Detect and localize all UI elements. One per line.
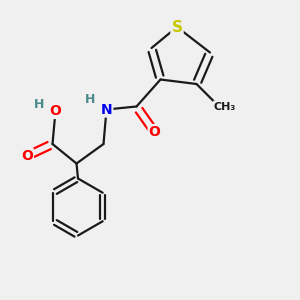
Text: O: O: [21, 149, 33, 163]
Text: H: H: [34, 98, 44, 112]
Text: O: O: [50, 104, 61, 118]
Text: O: O: [148, 125, 160, 139]
Text: CH₃: CH₃: [214, 101, 236, 112]
Text: H: H: [85, 92, 95, 106]
Text: S: S: [172, 20, 182, 34]
Text: N: N: [101, 103, 112, 116]
